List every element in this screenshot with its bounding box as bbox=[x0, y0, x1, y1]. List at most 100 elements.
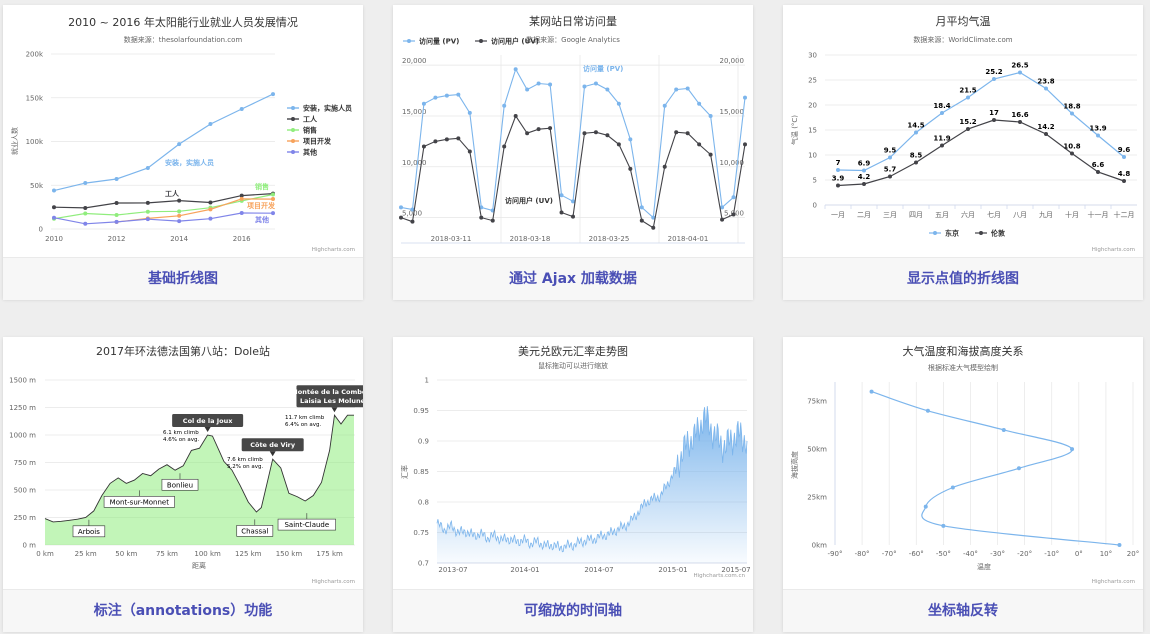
y-tick-label: 75km bbox=[807, 398, 827, 406]
data-label: 17 bbox=[989, 109, 999, 117]
y-axis-title: 气温 (°C) bbox=[790, 115, 799, 145]
x-tick-label: 2018-03-18 bbox=[510, 235, 551, 243]
x-tick-label: 0° bbox=[1075, 550, 1083, 558]
x-axis-title: 温度 bbox=[977, 562, 991, 571]
card-annotations[interactable]: 2017年环法德法国第八站：Dole站 0 m 250 m 500 m 750 m 100… bbox=[3, 337, 363, 632]
chart-title: 2017年环法德法国第八站：Dole站 bbox=[96, 344, 270, 358]
legend-item: 东京 bbox=[945, 229, 959, 238]
data-point bbox=[271, 92, 275, 97]
data-point bbox=[145, 200, 150, 205]
card-basic-line[interactable]: 2010 ~ 2016 年太阳能行业就业人员发展情况 数据来源：thesolarf… bbox=[3, 5, 363, 300]
data-point bbox=[479, 215, 484, 220]
card-caption[interactable]: 标注（annotations）功能 bbox=[3, 589, 363, 632]
x-tick-label: 2015-07 bbox=[721, 566, 750, 574]
annotation-label: Bonlieu bbox=[167, 481, 193, 489]
y-tick-label: 500 m bbox=[14, 487, 37, 495]
card-caption[interactable]: 通过 Ajax 加载数据 bbox=[393, 257, 753, 300]
data-point bbox=[685, 131, 690, 136]
x-tick-label: 2018-04-01 bbox=[668, 235, 709, 243]
data-point bbox=[239, 193, 244, 198]
data-point bbox=[941, 523, 946, 528]
data-point bbox=[708, 152, 713, 157]
data-point bbox=[720, 205, 725, 210]
x-tick-label: 75 km bbox=[156, 550, 178, 558]
data-label: 7 bbox=[836, 159, 841, 167]
card-caption[interactable]: 显示点值的折线图 bbox=[783, 257, 1143, 300]
chart-basic-line: 2010 ~ 2016 年太阳能行业就业人员发展情况数据来源：thesolarf… bbox=[10, 15, 355, 253]
data-point bbox=[114, 176, 119, 181]
data-point bbox=[862, 182, 866, 186]
data-point bbox=[1122, 155, 1126, 159]
data-point bbox=[571, 199, 575, 204]
data-label: 26.5 bbox=[1011, 62, 1028, 70]
data-point bbox=[208, 122, 213, 127]
data-point bbox=[731, 212, 736, 217]
data-point bbox=[83, 181, 88, 186]
x-tick-label: 十二月 bbox=[1114, 210, 1135, 219]
y-tick-label-right: 20,000 bbox=[720, 57, 745, 65]
y-tick-label: 100k bbox=[26, 138, 44, 146]
data-point bbox=[888, 155, 892, 160]
x-tick-label: 2014 bbox=[170, 235, 188, 243]
legend-item: 安装，实施人员 bbox=[303, 104, 352, 113]
series-line-0 bbox=[53, 93, 274, 192]
series-line-0 bbox=[400, 67, 746, 219]
data-point bbox=[639, 218, 644, 223]
card-inverted[interactable]: 大气温度和海拔高度关系 根据标准大气模型绘制 -90° -80° -70° -60° -50… bbox=[783, 337, 1143, 632]
x-tick-label: 125 km bbox=[235, 550, 262, 558]
peak-callout-pointer bbox=[204, 427, 211, 432]
y-tick-label: 250 m bbox=[14, 514, 37, 522]
peak-callout-label: Col de la Joux bbox=[183, 417, 233, 425]
data-point bbox=[639, 205, 644, 210]
card-caption[interactable]: 基础折线图 bbox=[3, 257, 363, 300]
series-annotation: 访问用户 (UV) bbox=[505, 196, 553, 205]
x-axis-title: 距离 bbox=[192, 561, 206, 570]
data-point bbox=[208, 207, 213, 212]
data-label: 4.2 bbox=[858, 173, 871, 181]
x-tick-label: 2014-01 bbox=[510, 566, 539, 574]
data-point bbox=[177, 209, 182, 214]
y-tick-label: 1000 m bbox=[9, 432, 36, 440]
data-point bbox=[662, 103, 667, 108]
y-tick-label: 0.85 bbox=[413, 468, 429, 476]
legend-marker bbox=[291, 106, 295, 110]
annotation-box bbox=[103, 496, 175, 508]
y-axis-title: 就业人数 bbox=[10, 127, 19, 155]
y-tick-label: 0.9 bbox=[418, 438, 429, 446]
series-line-1 bbox=[837, 119, 1125, 187]
card-caption[interactable]: 坐标轴反转 bbox=[783, 589, 1143, 632]
annotation-label: Chassal bbox=[241, 527, 268, 535]
peak-callout-pointer bbox=[269, 451, 276, 457]
climb-note: 7.6 km climb bbox=[227, 457, 263, 463]
chart-title: 大气温度和海拔高度关系 bbox=[903, 344, 1024, 358]
legend-item: 访问量 (PV) bbox=[419, 37, 459, 46]
data-point bbox=[177, 142, 182, 147]
x-tick-label: -90° bbox=[828, 550, 843, 558]
series-line-4 bbox=[53, 212, 274, 225]
peak-callout-pointer bbox=[331, 407, 338, 413]
chart-credit: Highcharts.com bbox=[312, 247, 355, 253]
peak-callout-label: Laisia Les Molunes bbox=[300, 397, 363, 405]
data-point bbox=[616, 142, 621, 147]
y-tick-label: 0 m bbox=[23, 542, 37, 550]
data-point bbox=[83, 205, 88, 210]
y-tick-label: 0.8 bbox=[418, 499, 429, 507]
elevation-line bbox=[44, 414, 354, 523]
card-zoomable[interactable]: 美元兑欧元汇率走势图 鼠标拖动可以进行缩放 0.7 0.75 0.8 0.85 0.9 0.9… bbox=[393, 337, 753, 632]
card-labels-line[interactable]: 月平均气温 数据来源：WorldClimate.com 0 5 10 15 20 25 30 一月… bbox=[783, 5, 1143, 300]
card-caption[interactable]: 可缩放的时间轴 bbox=[393, 589, 753, 632]
data-label: 5.7 bbox=[884, 166, 897, 174]
data-point bbox=[239, 211, 244, 216]
elevation-area bbox=[45, 415, 354, 545]
y-tick-label: 25 bbox=[808, 77, 817, 85]
y-tick-label: 1250 m bbox=[9, 404, 36, 412]
climb-note: 6.4% on avg. bbox=[285, 422, 321, 428]
peak-callout-box bbox=[172, 414, 244, 427]
x-tick-label: 2018-03-25 bbox=[589, 235, 630, 243]
x-tick-label: -80° bbox=[855, 550, 870, 558]
data-point bbox=[1044, 132, 1048, 136]
y-tick-label: 0.7 bbox=[418, 560, 429, 568]
